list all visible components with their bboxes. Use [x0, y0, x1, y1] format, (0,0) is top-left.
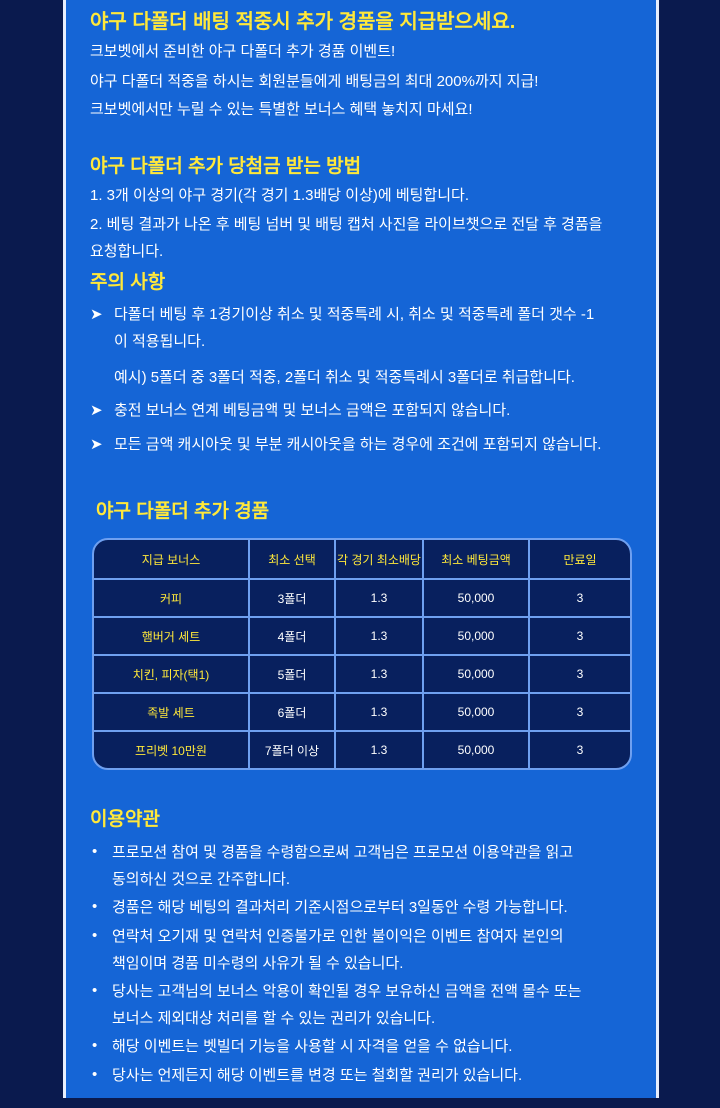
- table-cell: 치킨, 피자(택1): [94, 656, 250, 694]
- table-header-row: 지급 보너스 최소 선택 각 경기 최소배당 최소 베팅금액 만료일: [94, 540, 630, 580]
- terms-line: 동의하신 것으로 간주합니다.: [112, 871, 291, 888]
- table-cell: 3: [530, 694, 630, 732]
- table-cell: 5폴더: [250, 656, 336, 694]
- header-cell: 최소 베팅금액: [424, 540, 530, 580]
- table-cell: 50,000: [424, 656, 530, 694]
- table-cell: 햄버거 세트: [94, 618, 250, 656]
- arrow-bullet-icon: ➤: [90, 436, 103, 453]
- howto-line: 2. 베팅 결과가 나온 후 베팅 넘버 및 배팅 캡처 사진을 라이브챗으로 …: [90, 216, 603, 233]
- table-row: 치킨, 피자(택1) 5폴더 1.3 50,000 3: [94, 656, 630, 694]
- table-cell: 커피: [94, 580, 250, 618]
- table-row: 커피 3폴더 1.3 50,000 3: [94, 580, 630, 618]
- header-cell: 최소 선택: [250, 540, 336, 580]
- prizes-title: 야구 다폴더 추가 경품: [96, 501, 270, 522]
- terms-line: 해당 이벤트는 벳빌더 기능을 사용할 시 자격을 얻을 수 없습니다.: [112, 1038, 513, 1055]
- table-cell: 3: [530, 656, 630, 694]
- table-cell: 50,000: [424, 580, 530, 618]
- table-cell: 3: [530, 618, 630, 656]
- terms-line: 보너스 제외대상 처리를 할 수 있는 권리가 있습니다.: [112, 1010, 436, 1027]
- bullet-icon: •: [92, 1066, 98, 1083]
- bullet-icon: •: [92, 1037, 98, 1054]
- arrow-bullet-icon: ➤: [90, 306, 103, 323]
- table-row: 햄버거 세트 4폴더 1.3 50,000 3: [94, 618, 630, 656]
- howto-line: 1. 3개 이상의 야구 경기(각 경기 1.3배당 이상)에 베팅합니다.: [90, 187, 470, 204]
- bullet-icon: •: [92, 982, 98, 999]
- terms-line: 책임이며 경품 미수령의 사유가 될 수 있습니다.: [112, 955, 404, 972]
- terms-line: 당사는 언제든지 해당 이벤트를 변경 또는 철회할 권리가 있습니다.: [112, 1067, 523, 1084]
- table-cell: 1.3: [336, 694, 424, 732]
- prizes-table: 지급 보너스 최소 선택 각 경기 최소배당 최소 베팅금액 만료일 커피 3폴더…: [92, 538, 632, 770]
- table-cell: 1.3: [336, 580, 424, 618]
- intro-line: 크보벳에서만 누릴 수 있는 특별한 보너스 혜택 놓치지 마세요!: [90, 101, 473, 118]
- bullet-icon: •: [92, 898, 98, 915]
- header-cell: 만료일: [530, 540, 630, 580]
- table-cell: 프리벳 10만원: [94, 732, 250, 768]
- table-cell: 1.3: [336, 732, 424, 768]
- table-cell: 50,000: [424, 694, 530, 732]
- table-cell: 3: [530, 580, 630, 618]
- table-cell: 족발 세트: [94, 694, 250, 732]
- intro-line: 크보벳에서 준비한 야구 다폴더 추가 경품 이벤트!: [90, 43, 396, 60]
- terms-line: 프로모션 참여 및 경품을 수령함으로써 고객님은 프로모션 이용약관을 읽고: [112, 844, 574, 861]
- table-cell: 50,000: [424, 618, 530, 656]
- terms-title: 이용약관: [90, 809, 160, 830]
- header-cell: 지급 보너스: [94, 540, 250, 580]
- table-cell: 7폴더 이상: [250, 732, 336, 768]
- howto-line: 요청합니다.: [90, 243, 164, 260]
- caution-item: 충전 보너스 연계 베팅금액 및 보너스 금액은 포함되지 않습니다.: [114, 402, 511, 419]
- table-cell: 3: [576, 743, 584, 757]
- howto-title: 야구 다폴더 추가 당첨금 받는 방법: [90, 156, 362, 177]
- header-cell: 각 경기 최소배당: [336, 540, 424, 580]
- intro-line: 야구 다폴더 적중을 하시는 회원분들에게 배팅금의 최대 200%까지 지급!: [90, 73, 539, 90]
- caution-item: 모든 금액 캐시아웃 및 부분 캐시아웃을 하는 경우에 조건에 포함되지 않습…: [114, 436, 602, 453]
- table-cell: 6폴더: [250, 694, 336, 732]
- caution-item: 이 적용됩니다.: [114, 333, 206, 350]
- bullet-icon: •: [92, 843, 98, 860]
- caution-title: 주의 사항: [90, 272, 166, 293]
- table-cell: 3폴더: [250, 580, 336, 618]
- arrow-bullet-icon: ➤: [90, 402, 103, 419]
- bullet-icon: •: [92, 927, 98, 944]
- terms-line: 연락처 오기재 및 연락처 인증불가로 인한 불이익은 이벤트 참여자 본인의: [112, 928, 564, 945]
- promo-title: 야구 다폴더 배팅 적중시 추가 경품을 지급받으세요.: [90, 11, 516, 33]
- table-cell: 50,000: [424, 732, 530, 768]
- table-cell: 1.3: [336, 656, 424, 694]
- terms-line: 경품은 해당 베팅의 결과처리 기준시점으로부터 3일동안 수령 가능합니다.: [112, 899, 568, 916]
- caution-item: 다폴더 베팅 후 1경기이상 취소 및 적중특례 시, 취소 및 적중특례 폴더…: [114, 306, 595, 323]
- table-row: 프리벳 10만원 7폴더 이상 1.3 50,000 3: [94, 732, 630, 768]
- table-cell: 4폴더: [250, 618, 336, 656]
- caution-example: 예시) 5폴더 중 3폴더 적중, 2폴더 취소 및 적중특례시 3폴더로 취급…: [114, 369, 575, 386]
- table-cell: 1.3: [336, 618, 424, 656]
- terms-line: 당사는 고객님의 보너스 악용이 확인될 경우 보유하신 금액을 전액 몰수 또…: [112, 983, 582, 1000]
- table-row: 족발 세트 6폴더 1.3 50,000 3: [94, 694, 630, 732]
- promo-panel: 야구 다폴더 배팅 적중시 추가 경품을 지급받으세요. 크보벳에서 준비한 야…: [63, 0, 659, 1098]
